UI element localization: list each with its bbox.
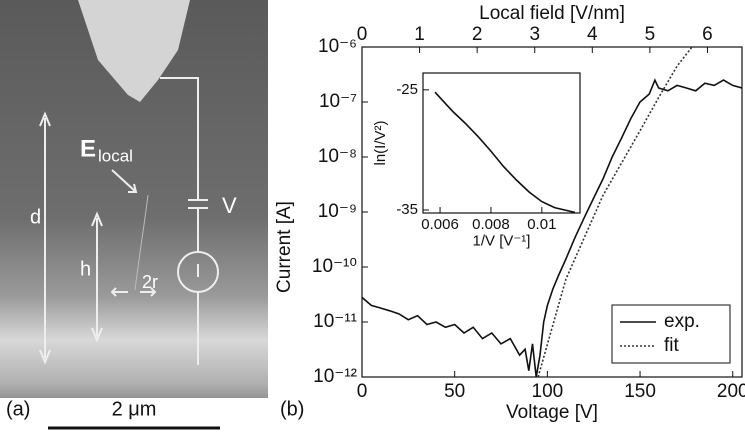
- series-line: [362, 78, 742, 377]
- x2-tick-label: 3: [529, 24, 540, 45]
- panel-label: (a): [6, 398, 30, 420]
- y-tick-label: 10⁻⁷: [319, 91, 357, 112]
- panel-label: (b): [280, 398, 304, 420]
- series-group: [362, 47, 742, 377]
- y-tick-label: 10⁻¹²: [313, 366, 357, 387]
- y-tick-label: -35: [396, 201, 418, 218]
- x-tick-label: 50: [444, 381, 465, 402]
- x2-tick-label: 2: [472, 24, 483, 45]
- x2-tick-label: 6: [702, 24, 713, 45]
- scale-label: 2 μm: [112, 398, 157, 420]
- x-tick-label: 0: [357, 381, 368, 402]
- x-tick-label: 200: [717, 381, 745, 402]
- legend-box: [611, 304, 731, 364]
- current-label: I: [195, 261, 200, 281]
- x-axis-title: Voltage [V]: [506, 402, 598, 423]
- y-axis-title: ln(I/V²): [372, 120, 389, 165]
- y-axis-title: Current [A]: [274, 201, 295, 293]
- y-tick-label: 10⁻¹⁰: [312, 256, 357, 277]
- legend-label: fit: [664, 335, 680, 356]
- radius-label: 2r: [142, 272, 158, 292]
- panel-a: d h E local 2r V I (a) 2 μm: [0, 0, 268, 436]
- x-axis-title: 1/V [V⁻¹]: [473, 232, 531, 249]
- x-tick-label: 0.006: [421, 216, 459, 233]
- schematic: [39, 77, 219, 365]
- x2-tick-label: 5: [645, 24, 656, 45]
- x-tick-label: 100: [532, 381, 564, 402]
- tip: [78, 0, 190, 102]
- h-label: h: [80, 258, 91, 280]
- x2-tick-label: 0: [357, 24, 368, 45]
- series-line: [434, 91, 576, 213]
- y-tick-label: 10⁻⁶: [318, 36, 357, 57]
- voltage-label: V: [222, 193, 237, 218]
- field-symbol: E: [80, 135, 96, 162]
- x2-tick-label: 4: [587, 24, 598, 45]
- field-subscript: local: [98, 146, 133, 165]
- series-line: [537, 47, 693, 377]
- x2-axis-title: Local field [V/nm]: [479, 3, 625, 24]
- y-tick-label: 10⁻⁹: [318, 201, 357, 222]
- x-tick-label: 0.01: [527, 216, 556, 233]
- legend-label: exp.: [664, 311, 700, 332]
- x-tick-label: 0.008: [472, 216, 510, 233]
- y-tick-label: 10⁻¹¹: [313, 311, 357, 332]
- series-group: [434, 91, 576, 213]
- caption-strip: [0, 398, 268, 436]
- y-tick-label: 10⁻⁸: [318, 146, 357, 167]
- x2-tick-label: 1: [414, 24, 425, 45]
- d-label: d: [30, 206, 41, 228]
- plot-frame: [422, 72, 581, 214]
- x-tick-label: 150: [624, 381, 656, 402]
- y-tick-label: -25: [396, 81, 418, 98]
